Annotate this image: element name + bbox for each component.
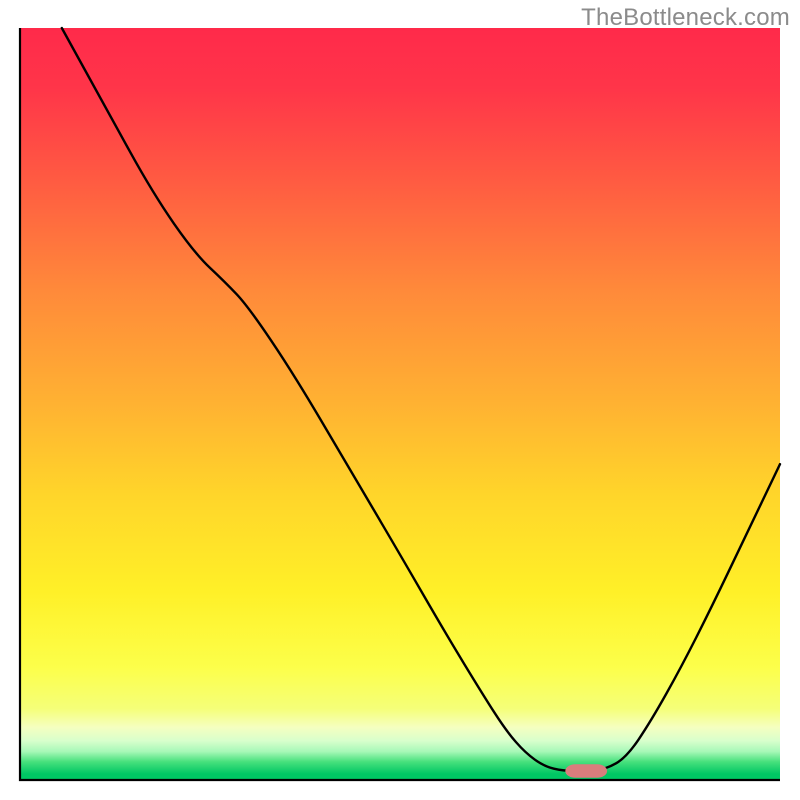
- optimal-marker: [565, 764, 607, 778]
- watermark-text: TheBottleneck.com: [581, 4, 790, 32]
- chart-svg: [0, 0, 800, 800]
- chart-background: [20, 28, 780, 780]
- bottleneck-chart: TheBottleneck.com: [0, 0, 800, 800]
